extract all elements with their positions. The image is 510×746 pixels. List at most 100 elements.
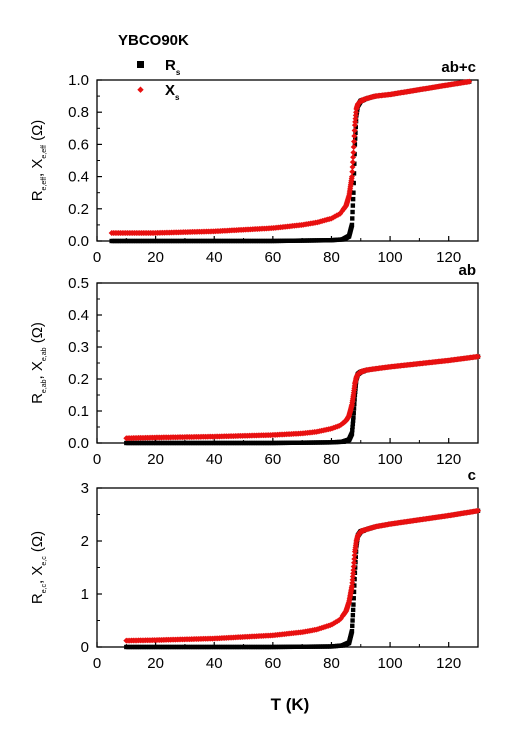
x-tick-label: 0	[93, 451, 101, 468]
x-tick-label: 80	[323, 451, 340, 468]
y-tick-label: 0	[81, 639, 89, 656]
data-point-xs	[349, 163, 356, 170]
data-point-rs	[351, 602, 356, 607]
data-point-rs	[350, 607, 356, 613]
data-point-xs	[350, 567, 357, 574]
data-point-rs	[351, 190, 356, 195]
data-point-rs	[350, 428, 355, 433]
plot-frame	[96, 79, 479, 242]
series-xs	[123, 507, 481, 644]
panel-2: 0 20 40 60 80 100 120 0.0 0.1 0.2 0.3 0.4 0.5 Re,ab, …	[29, 262, 481, 468]
y-tick-label: 0.4	[68, 169, 89, 186]
data-point-rs	[350, 421, 356, 426]
y-axis-label: Re,ab, Xe,ab (Ω)	[29, 322, 48, 404]
data-point-xs	[466, 78, 473, 85]
data-point-rs	[351, 415, 356, 420]
y-tick-label: 2	[81, 533, 89, 550]
y-tick-label: 0.0	[68, 435, 89, 452]
x-tick-label: 100	[378, 655, 403, 672]
data-point-xs	[351, 127, 358, 134]
y-tick-label: 0.5	[68, 275, 89, 292]
data-point-rs	[352, 161, 357, 166]
x-tick-label: 20	[147, 655, 164, 672]
x-tick-label: 120	[436, 451, 461, 468]
data-point-rs	[349, 628, 355, 634]
data-point-xs	[351, 138, 358, 145]
series-xs	[123, 353, 481, 442]
y-tick-label: 0.6	[68, 136, 89, 153]
y-tick-label: 3	[81, 480, 89, 497]
data-point-rs	[349, 431, 355, 436]
sample-title: YBCO90K	[118, 32, 189, 49]
legend-label-xs: Xs	[165, 82, 180, 102]
data-point-rs	[351, 406, 357, 411]
data-point-xs	[349, 168, 356, 175]
data-point-xs	[475, 507, 481, 514]
data-point-rs	[353, 130, 358, 136]
x-tick-label: 20	[147, 451, 164, 468]
legend: Rs Xs	[137, 57, 181, 102]
data-point-rs	[353, 136, 358, 141]
x-tick-label: 100	[378, 451, 403, 468]
panel-label: ab	[458, 262, 476, 279]
data-point-rs	[350, 209, 355, 215]
y-tick-label: 0.4	[68, 307, 89, 324]
data-point-xs	[351, 133, 358, 140]
data-point-xs	[348, 173, 355, 180]
x-tick-label: 40	[206, 451, 223, 468]
data-point-xs	[349, 159, 356, 166]
data-point-rs	[350, 618, 355, 623]
x-tick-label: 80	[323, 249, 340, 266]
data-point-rs	[351, 410, 356, 416]
y-tick-label: 0.2	[68, 201, 89, 218]
data-point-xs	[350, 563, 357, 570]
y-tick-label: 0.0	[68, 233, 89, 250]
panel-1: 0 20 40 60 80 100 120 0.0 0.2 0.4 0.6 0.8 1.0 Re,eff,…	[29, 59, 479, 266]
data-point-rs	[350, 216, 355, 221]
x-tick-label: 60	[265, 249, 282, 266]
data-point-rs	[350, 613, 356, 618]
plot-frame	[96, 487, 479, 648]
y-tick-label: 0.3	[68, 339, 89, 356]
data-point-xs	[350, 154, 357, 161]
x-tick-label: 120	[436, 655, 461, 672]
y-axis-label: Re,c, Xe,c (Ω)	[29, 531, 48, 604]
series-xs	[108, 78, 473, 236]
x-tick-label: 40	[206, 249, 223, 266]
series-rs	[109, 79, 472, 244]
data-point-xs	[350, 143, 357, 150]
data-point-rs	[350, 623, 355, 628]
data-point-rs	[351, 171, 357, 176]
y-tick-label: 0.8	[68, 104, 89, 121]
x-tick-label: 40	[206, 655, 223, 672]
data-point-rs	[349, 222, 355, 228]
panel-label: ab+c	[441, 59, 476, 76]
panel-label: c	[468, 467, 476, 484]
y-tick-label: 0.2	[68, 371, 89, 388]
data-point-xs	[475, 353, 481, 360]
data-point-rs	[352, 142, 358, 147]
legend-label-rs: Rs	[165, 57, 181, 77]
x-tick-label: 0	[93, 655, 101, 672]
x-axis-label: T (K)	[271, 695, 310, 714]
data-point-rs	[350, 196, 356, 202]
y-tick-label: 1	[81, 586, 89, 603]
data-point-xs	[351, 556, 358, 563]
x-tick-label: 60	[265, 451, 282, 468]
data-point-xs	[351, 552, 358, 559]
x-tick-label: 20	[147, 249, 164, 266]
legend-marker-xs	[137, 86, 144, 93]
data-point-xs	[350, 149, 357, 156]
panel-3: 0 20 40 60 80 100 120 0 1 2 3 Re,c, Xe,c (Ω) c	[29, 467, 481, 672]
y-tick-label: 1.0	[68, 72, 89, 89]
data-point-rs	[350, 203, 356, 208]
data-point-rs	[351, 589, 357, 595]
data-point-rs	[351, 180, 356, 186]
x-tick-label: 0	[93, 249, 101, 266]
series-rs	[124, 508, 481, 650]
data-point-rs	[350, 424, 355, 430]
x-tick-label: 60	[265, 655, 282, 672]
data-point-rs	[351, 596, 356, 601]
y-axis-label: Re,eff, Xe,eff (Ω)	[29, 120, 48, 202]
